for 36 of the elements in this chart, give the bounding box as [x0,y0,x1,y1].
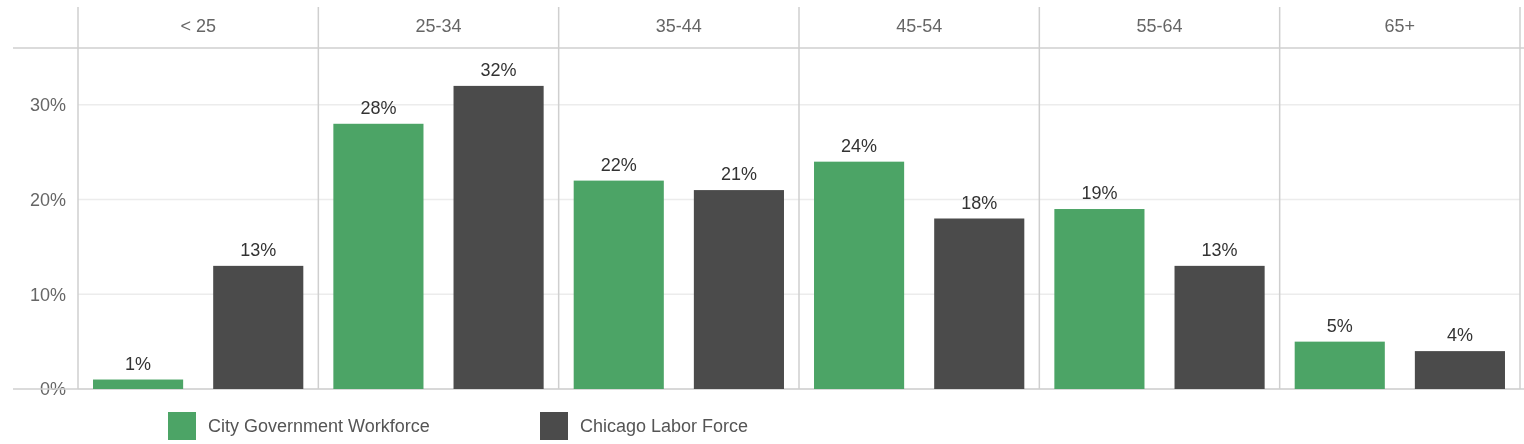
x-tick-label: < 25 [180,16,216,37]
x-tick-label: 25-34 [415,16,462,37]
bar [1294,341,1385,389]
data-label: 22% [600,154,637,175]
bar [213,265,304,389]
y-tick-label: 0% [39,379,66,400]
bar [1054,209,1145,389]
bar [934,218,1025,389]
bar [1414,351,1505,389]
data-label: 21% [720,164,757,185]
x-tick-label: 35-44 [655,16,702,37]
x-tick-label: 65+ [1384,16,1416,37]
data-label: 1% [125,353,152,374]
y-tick-label: 20% [29,189,66,210]
y-tick-label: 10% [29,284,66,305]
data-label: 28% [360,97,397,118]
bar [453,85,544,389]
data-label: 4% [1446,325,1473,346]
data-label: 18% [961,192,998,213]
y-tick-label: 30% [29,95,66,116]
legend-label: City Government Workforce [208,416,430,437]
data-label: 24% [841,135,878,156]
bar [93,379,184,389]
bar [573,180,664,389]
data-label: 5% [1326,315,1353,336]
x-tick-label: 55-64 [1136,16,1183,37]
data-label: 13% [240,239,277,260]
legend-label: Chicago Labor Force [580,416,749,437]
bar [693,190,784,389]
x-tick-label: 45-54 [896,16,943,37]
bar [333,123,424,389]
data-label: 32% [480,59,517,80]
data-label: 19% [1081,183,1118,204]
data-label: 13% [1201,239,1238,260]
bar [1174,265,1265,389]
bar [814,161,905,389]
